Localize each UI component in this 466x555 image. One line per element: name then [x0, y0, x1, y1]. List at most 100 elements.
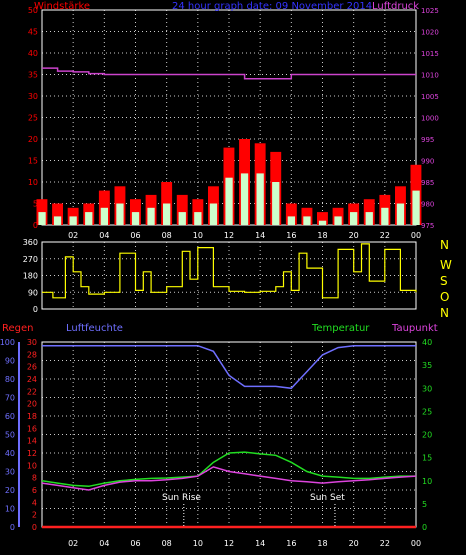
avg-bar	[381, 207, 389, 225]
dir-ytick-3: 270	[23, 255, 38, 264]
gust-bar	[285, 203, 297, 225]
avg-bar	[116, 203, 124, 225]
wind-ytick-10: 50	[28, 6, 38, 15]
avg-bar	[365, 212, 373, 225]
temperatur-label: Temperatur	[311, 323, 370, 334]
humidity-ytick-4: 40	[5, 449, 15, 458]
temp-xtick-8: 18	[317, 539, 327, 548]
wind-ytick-4: 20	[28, 135, 38, 144]
pressure-ytick-9: 1020	[421, 29, 439, 37]
wind-xtick-11: 00	[411, 231, 421, 240]
temp-xtick-2: 06	[130, 539, 140, 548]
pressure-ytick-0: 975	[421, 222, 434, 230]
windstaerke-label: Windstärke	[34, 1, 90, 12]
avg-bar	[69, 216, 77, 225]
avg-bar	[194, 212, 202, 225]
temp-ytick-2: 10	[422, 477, 432, 486]
rain-ytick-9: 18	[27, 412, 37, 421]
ticks-layer: 0510152025303540455097598098599099510001…	[0, 6, 439, 548]
wind-ytick-7: 35	[28, 71, 38, 80]
temp-ytick-1: 5	[422, 500, 427, 509]
dir-label-n1: N	[440, 238, 449, 252]
temp-xtick-7: 16	[286, 539, 296, 548]
rain-ytick-15: 30	[27, 338, 37, 347]
dir-ytick-4: 360	[23, 238, 38, 247]
rain-ytick-14: 28	[27, 350, 37, 359]
rain-ytick-4: 8	[32, 474, 37, 483]
humidity-ytick-8: 80	[5, 375, 15, 384]
avg-bar	[256, 173, 264, 225]
temp-ytick-5: 25	[422, 407, 432, 416]
wind-xtick-6: 14	[255, 231, 265, 240]
wind-xtick-10: 22	[380, 231, 390, 240]
wind-xtick-3: 08	[162, 231, 172, 240]
avg-bar	[396, 203, 405, 225]
wind-xtick-1: 04	[99, 231, 109, 240]
avg-bar	[225, 177, 233, 225]
avg-bar	[334, 216, 342, 225]
wind-xtick-4: 10	[193, 231, 203, 240]
pressure-line	[42, 67, 416, 80]
temp-xtick-10: 22	[380, 539, 390, 548]
rain-ytick-10: 20	[27, 400, 37, 409]
avg-bar	[147, 207, 155, 225]
pressure-ytick-5: 1000	[421, 115, 439, 123]
rain-ytick-6: 12	[27, 449, 37, 458]
wind-ytick-0: 0	[33, 221, 38, 230]
temp-ytick-3: 15	[422, 454, 432, 463]
humidity-ytick-9: 90	[5, 357, 15, 366]
avg-bar	[53, 216, 62, 225]
sun-set-label: Sun Set	[310, 493, 345, 503]
gust-bar	[52, 203, 63, 225]
luftfeuchte-label: Luftfeuchte	[66, 323, 123, 334]
grid-layer	[42, 10, 416, 527]
rain-ytick-5: 10	[27, 461, 37, 470]
avg-bar	[178, 212, 186, 225]
temp-xtick-1: 04	[99, 539, 109, 548]
wind-xtick-2: 06	[130, 231, 140, 240]
luftdruck-label: Luftdruck	[372, 1, 419, 12]
series-layer	[36, 67, 422, 529]
pressure-ytick-7: 1010	[421, 72, 439, 80]
dir-ytick-0: 0	[33, 305, 38, 314]
humidity-ytick-2: 20	[5, 486, 15, 495]
avg-bar	[240, 173, 249, 225]
wind-ytick-2: 10	[28, 178, 38, 187]
wind-ytick-8: 40	[28, 49, 38, 58]
rain-ytick-8: 16	[27, 424, 37, 433]
chart-title: 24 hour graph date: 09 November 2014	[172, 1, 372, 12]
dir-ytick-2: 180	[23, 272, 38, 281]
avg-bar	[100, 207, 108, 225]
avg-bar	[272, 182, 280, 225]
rain-ytick-12: 24	[27, 375, 37, 384]
series-luftfeuchte	[42, 344, 416, 390]
rain-ytick-0: 0	[32, 523, 37, 532]
gust-bar	[317, 212, 328, 225]
temp-xtick-6: 14	[255, 539, 265, 548]
wind-ytick-5: 25	[28, 114, 38, 123]
humidity-ytick-6: 60	[5, 412, 15, 421]
avg-bar	[209, 203, 218, 225]
avg-bar	[287, 216, 295, 225]
temp-xtick-11: 00	[411, 539, 421, 548]
wind-ytick-6: 30	[28, 92, 38, 101]
dir-label-s: S	[440, 274, 448, 288]
avg-bar	[131, 212, 140, 225]
avg-bar	[38, 212, 46, 225]
pressure-ytick-4: 995	[421, 136, 434, 144]
wind-ytick-3: 15	[28, 157, 38, 166]
wind-xtick-5: 12	[224, 231, 234, 240]
regen-label: Regen	[2, 323, 34, 334]
dir-label-w: W	[440, 258, 452, 272]
pressure-ytick-6: 1005	[421, 93, 439, 101]
temp-ytick-0: 0	[422, 523, 427, 532]
humidity-ytick-10: 100	[0, 338, 15, 347]
avg-bar	[303, 216, 311, 225]
temp-xtick-5: 12	[224, 539, 234, 548]
wind-ytick-1: 5	[33, 200, 38, 209]
rain-ytick-11: 22	[27, 387, 37, 396]
rain-ytick-3: 6	[32, 486, 37, 495]
humidity-ytick-0: 0	[10, 523, 15, 532]
wind-xtick-7: 16	[286, 231, 296, 240]
